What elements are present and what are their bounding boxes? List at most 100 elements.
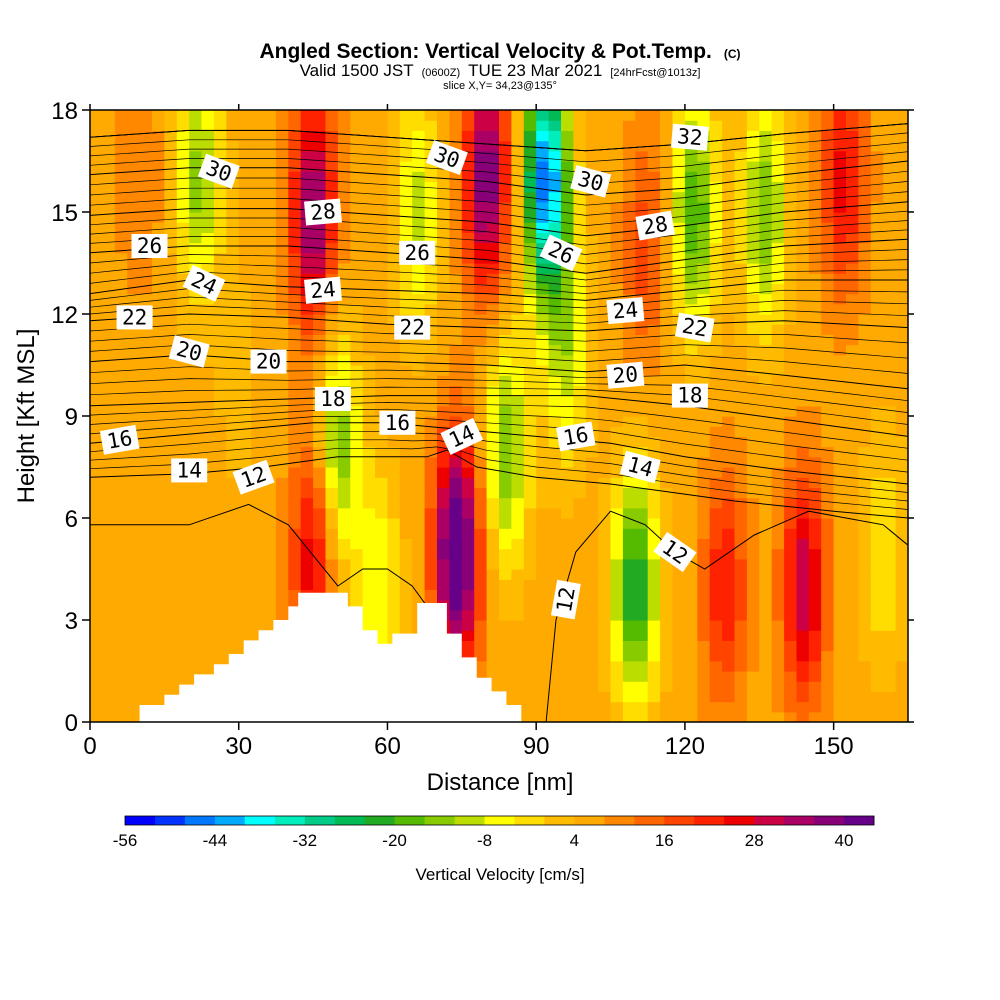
field-cell [424, 110, 438, 121]
field-cell [387, 222, 401, 233]
field-cell [734, 283, 748, 295]
field-cell [697, 273, 711, 284]
field-cell [486, 660, 500, 672]
field-cell [759, 395, 773, 407]
field-cell [238, 293, 252, 305]
field-cell [412, 395, 426, 407]
field-cell [598, 150, 612, 162]
field-cell [114, 446, 128, 458]
field-cell [139, 507, 153, 519]
field-cell [647, 375, 661, 386]
field-cell [127, 273, 141, 284]
field-cell [610, 334, 624, 346]
field-cell [548, 416, 562, 427]
field-cell [808, 701, 822, 713]
field-cell [337, 528, 351, 539]
field-cell [511, 191, 525, 203]
field-cell [759, 650, 773, 662]
field-cell [288, 110, 302, 121]
field-cell [647, 181, 661, 193]
field-cell [759, 232, 773, 244]
field-cell [461, 446, 475, 458]
field-cell [486, 140, 500, 152]
field-cell [251, 446, 265, 458]
field-cell [846, 242, 859, 254]
field-cell [412, 303, 426, 315]
field-cell [895, 365, 908, 376]
field-cell [226, 456, 240, 468]
field-cell [746, 242, 760, 254]
field-cell [796, 273, 810, 284]
field-cell [598, 140, 612, 152]
field-cell [139, 212, 153, 223]
field-cell [833, 242, 847, 254]
field-cell [350, 222, 364, 233]
field-cell [350, 467, 364, 478]
field-cell [102, 507, 116, 519]
field-cell [759, 609, 773, 621]
field-cell [449, 181, 463, 193]
field-cell [573, 548, 587, 560]
field-cell [139, 140, 153, 152]
field-cell [548, 538, 562, 550]
field-cell [102, 232, 116, 244]
field-cell [722, 569, 736, 580]
theta-isoline [90, 402, 908, 449]
field-cell [523, 538, 537, 550]
field-cell [660, 385, 674, 397]
field-cell [263, 538, 277, 550]
field-cell [610, 426, 624, 437]
field-cell [213, 232, 227, 244]
field-cell [486, 385, 500, 397]
field-cell [895, 222, 908, 233]
field-cell [895, 640, 908, 652]
field-cell [672, 334, 686, 346]
field-cell [164, 660, 178, 672]
field-cell [449, 293, 463, 305]
field-cell [412, 538, 426, 550]
contour-label: 22 [674, 312, 715, 343]
field-cell [647, 171, 661, 182]
field-cell [722, 507, 736, 519]
field-cell [548, 283, 562, 295]
field-cell [672, 528, 686, 539]
field-cell [746, 303, 760, 315]
field-cell [213, 110, 227, 121]
field-cell [722, 528, 736, 539]
field-cell [883, 263, 897, 274]
field-cell [697, 161, 711, 172]
field-cell [746, 711, 760, 722]
field-cell [523, 640, 537, 652]
field-cell [796, 171, 810, 182]
contour-label-text: 22 [122, 305, 147, 329]
field-cell [288, 375, 302, 386]
field-cell [759, 569, 773, 580]
field-cell [176, 201, 190, 213]
field-cell [213, 334, 227, 346]
field-cell [784, 212, 798, 223]
field-cell [288, 558, 302, 570]
field-cell [561, 344, 574, 356]
field-cell [895, 507, 908, 519]
field-cell [164, 354, 178, 366]
field-cell [412, 497, 426, 509]
field-cell [139, 120, 153, 131]
field-cell [474, 558, 488, 570]
field-cell [771, 630, 785, 641]
field-cell [672, 681, 686, 692]
field-cell [870, 528, 884, 539]
field-cell [771, 579, 785, 590]
field-cell [585, 252, 599, 264]
field-cell [523, 711, 537, 722]
field-cell [548, 681, 562, 692]
contour-label: 20 [250, 349, 287, 374]
field-cell [288, 344, 302, 356]
field-cell [263, 385, 277, 397]
field-cell [585, 487, 599, 499]
field-cell [213, 620, 227, 631]
field-cell [201, 293, 215, 305]
field-cell [672, 497, 686, 509]
field-cell [437, 222, 450, 233]
field-cell [251, 395, 265, 407]
field-cell [387, 242, 401, 254]
